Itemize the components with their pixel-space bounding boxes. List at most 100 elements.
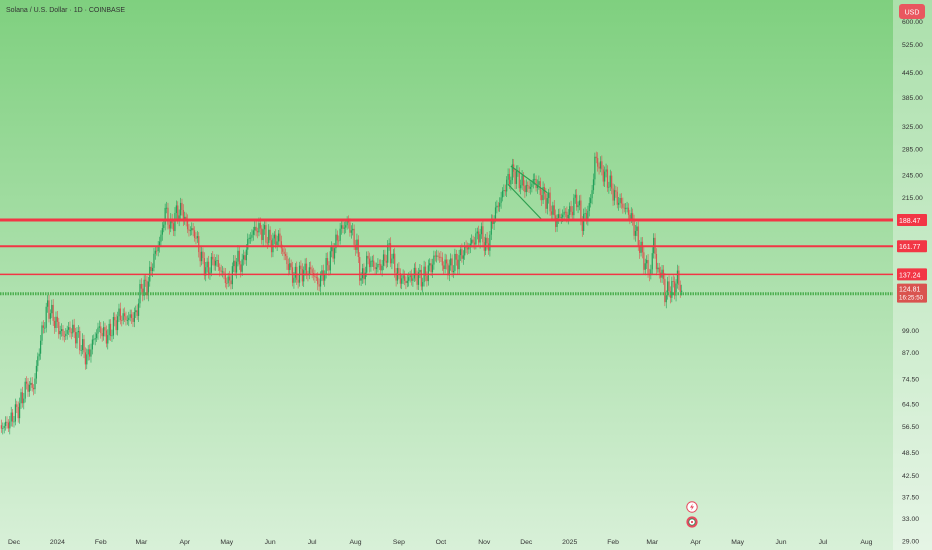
- candle-body: [584, 213, 586, 214]
- candle: [290, 259, 292, 274]
- x-tick-label: 2024: [50, 539, 65, 546]
- candle: [482, 220, 484, 248]
- candle-body: [468, 247, 470, 250]
- candle: [79, 326, 81, 355]
- candle-body: [573, 197, 575, 216]
- y-tick-label: 74.50: [902, 377, 919, 384]
- level-tag-label: 188.47: [899, 218, 921, 225]
- candle-body: [210, 256, 212, 273]
- candle-body: [375, 267, 378, 270]
- candle-body: [97, 327, 99, 334]
- candle: [44, 322, 46, 334]
- candle-body: [32, 387, 35, 390]
- candle: [515, 165, 518, 189]
- flash-icon[interactable]: [686, 501, 698, 513]
- candle-body: [268, 229, 270, 243]
- candle: [262, 223, 264, 246]
- candle-body: [178, 215, 180, 220]
- candle: [602, 165, 604, 187]
- candle: [527, 181, 529, 193]
- candle: [672, 275, 674, 288]
- candle: [72, 319, 74, 337]
- candle-body: [420, 269, 422, 287]
- candle: [510, 176, 512, 191]
- candle: [329, 246, 331, 276]
- candle-body: [675, 283, 677, 296]
- candle-body: [52, 304, 54, 321]
- candle-body: [51, 304, 53, 314]
- candle-body: [422, 282, 424, 287]
- candle-body: [279, 233, 281, 242]
- candle: [202, 247, 204, 265]
- candle: [496, 200, 498, 214]
- candle: [644, 258, 646, 276]
- candle: [126, 315, 128, 325]
- candle-body: [450, 258, 452, 266]
- candle-body: [17, 406, 19, 419]
- candle: [88, 344, 91, 361]
- candle-body: [665, 295, 667, 303]
- candle: [7, 419, 9, 433]
- candle-body: [494, 207, 497, 219]
- candle-body: [132, 318, 134, 322]
- candle-body: [585, 213, 588, 221]
- candle: [612, 183, 614, 206]
- candle: [583, 208, 585, 235]
- y-tick-label: 385.00: [902, 95, 923, 102]
- candle-body: [486, 237, 488, 244]
- x-tick-label: May: [220, 539, 233, 546]
- candle: [128, 311, 130, 327]
- candle: [231, 262, 233, 290]
- candle: [2, 422, 4, 435]
- candle: [588, 197, 590, 217]
- candle-body: [538, 181, 540, 185]
- candle-body: [95, 333, 98, 339]
- candle-body: [48, 300, 50, 319]
- candle: [118, 303, 120, 323]
- candle: [629, 209, 631, 225]
- candle-body: [165, 207, 168, 209]
- candle: [86, 348, 88, 370]
- candle: [599, 156, 602, 173]
- candle-body: [625, 207, 627, 209]
- candle-body: [443, 265, 445, 270]
- candle-body: [457, 259, 459, 270]
- earnings-icon[interactable]: [686, 516, 698, 528]
- candle: [248, 234, 250, 244]
- candle-body: [490, 220, 492, 235]
- candle-body: [296, 266, 298, 280]
- candle: [238, 245, 240, 270]
- candle-body: [676, 270, 679, 284]
- candle-body: [65, 333, 67, 337]
- level-tag-label: 137.24: [899, 272, 921, 279]
- candle-body: [441, 257, 443, 266]
- candle: [619, 193, 621, 208]
- candle-body: [524, 185, 526, 193]
- candle: [574, 189, 576, 204]
- candle-body: [25, 381, 28, 384]
- candle-body: [609, 175, 611, 187]
- x-tick-label: Aug: [349, 539, 361, 546]
- candle-body: [604, 171, 606, 182]
- candle-body: [373, 260, 375, 268]
- candle-body: [580, 200, 582, 221]
- candle-body: [191, 228, 193, 231]
- candle-body: [448, 265, 450, 276]
- candle-body: [294, 266, 296, 278]
- candle-body: [424, 266, 427, 276]
- candle-body: [231, 266, 233, 285]
- candle: [377, 258, 379, 273]
- candle: [172, 218, 175, 236]
- candle-body: [591, 190, 593, 199]
- candle: [577, 201, 579, 214]
- candle: [354, 239, 357, 256]
- currency-button[interactable]: USD: [899, 4, 925, 19]
- y-tick-label: 64.50: [902, 401, 919, 408]
- candle-body: [151, 267, 154, 272]
- candle-body: [378, 263, 380, 265]
- candle-body: [552, 205, 554, 215]
- candle: [93, 334, 95, 345]
- candle-body: [177, 205, 179, 220]
- candle: [170, 213, 172, 233]
